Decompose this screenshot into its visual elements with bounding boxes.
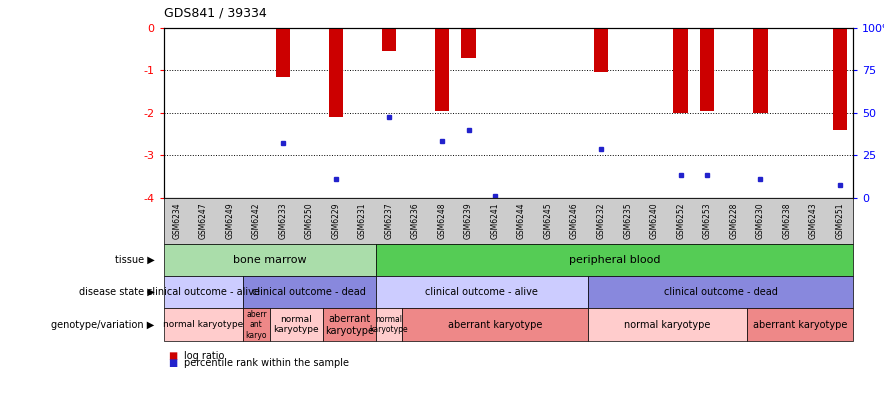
Text: ■: ■ — [168, 358, 177, 368]
Text: GSM6247: GSM6247 — [199, 202, 208, 239]
Text: tissue ▶: tissue ▶ — [115, 255, 155, 265]
Text: normal karyotype: normal karyotype — [624, 320, 711, 330]
Text: GSM6246: GSM6246 — [570, 202, 579, 239]
Text: GSM6234: GSM6234 — [172, 202, 181, 239]
Text: GSM6251: GSM6251 — [835, 202, 844, 239]
Bar — [833, 28, 847, 130]
Bar — [594, 28, 608, 72]
Text: GSM6242: GSM6242 — [252, 202, 261, 239]
Text: percentile rank within the sample: percentile rank within the sample — [184, 358, 349, 368]
Text: GSM6241: GSM6241 — [491, 202, 499, 239]
Text: GSM6250: GSM6250 — [305, 202, 314, 239]
Text: normal karyotype: normal karyotype — [164, 320, 243, 329]
Text: GSM6244: GSM6244 — [517, 202, 526, 239]
Text: clinical outcome - dead: clinical outcome - dead — [253, 287, 366, 297]
Text: clinical outcome - dead: clinical outcome - dead — [664, 287, 777, 297]
Text: GSM6235: GSM6235 — [623, 202, 632, 239]
Text: GSM6243: GSM6243 — [809, 202, 818, 239]
Text: GSM6233: GSM6233 — [278, 202, 287, 239]
Text: GSM6231: GSM6231 — [358, 202, 367, 239]
Bar — [753, 28, 767, 113]
Text: GSM6240: GSM6240 — [650, 202, 659, 239]
Text: aberrant karyotype: aberrant karyotype — [753, 320, 847, 330]
Text: normal
karyotype: normal karyotype — [370, 315, 408, 334]
Text: GSM6229: GSM6229 — [332, 202, 340, 239]
Bar — [461, 28, 476, 57]
Text: GSM6252: GSM6252 — [676, 202, 685, 239]
Text: GSM6232: GSM6232 — [597, 202, 606, 239]
Text: normal
karyotype: normal karyotype — [273, 315, 319, 334]
Bar — [674, 28, 688, 113]
Text: GSM6236: GSM6236 — [411, 202, 420, 239]
Text: GSM6249: GSM6249 — [225, 202, 234, 239]
Text: genotype/variation ▶: genotype/variation ▶ — [51, 320, 155, 330]
Text: bone marrow: bone marrow — [232, 255, 307, 265]
Bar — [276, 28, 290, 77]
Text: aberrant
karyotype: aberrant karyotype — [324, 314, 374, 335]
Text: aberr
ant
karyo: aberr ant karyo — [246, 310, 267, 340]
Text: GSM6239: GSM6239 — [464, 202, 473, 239]
Text: GSM6253: GSM6253 — [703, 202, 712, 239]
Text: disease state ▶: disease state ▶ — [79, 287, 155, 297]
Text: peripheral blood: peripheral blood — [568, 255, 660, 265]
Bar — [329, 28, 343, 117]
Bar — [700, 28, 714, 111]
Text: GDS841 / 39334: GDS841 / 39334 — [164, 7, 266, 20]
Text: GSM6245: GSM6245 — [544, 202, 552, 239]
Text: aberrant karyotype: aberrant karyotype — [448, 320, 542, 330]
Text: clinical outcome - alive: clinical outcome - alive — [425, 287, 538, 297]
Text: ■: ■ — [168, 350, 177, 361]
Text: log ratio: log ratio — [184, 350, 225, 361]
Text: GSM6237: GSM6237 — [385, 202, 393, 239]
Text: GSM6230: GSM6230 — [756, 202, 765, 239]
Text: GSM6228: GSM6228 — [729, 203, 738, 239]
Text: GSM6238: GSM6238 — [782, 202, 791, 239]
Text: clinical outcome - alive: clinical outcome - alive — [147, 287, 260, 297]
Bar — [382, 28, 396, 51]
Bar — [435, 28, 449, 111]
Text: GSM6248: GSM6248 — [438, 202, 446, 239]
